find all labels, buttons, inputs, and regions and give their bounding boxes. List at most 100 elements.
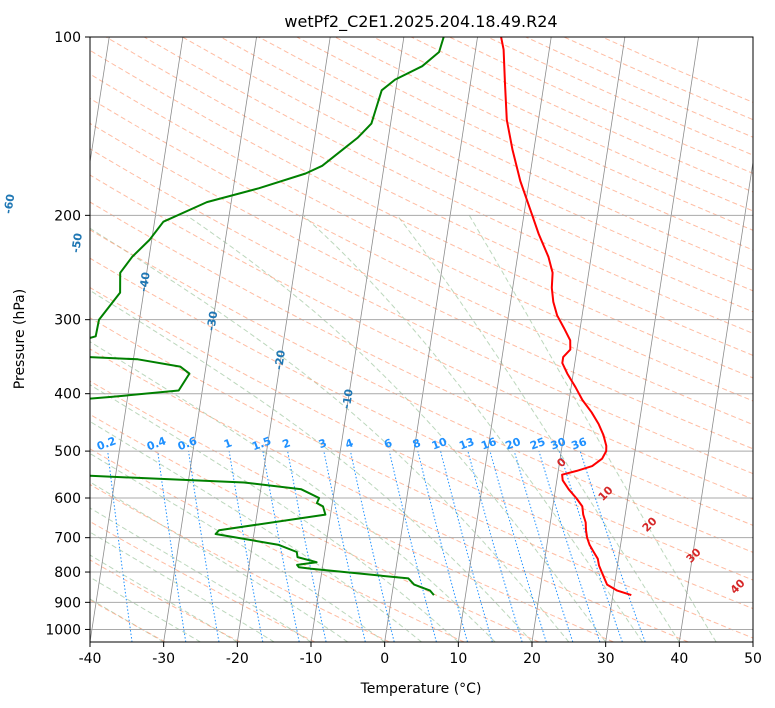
dry-adiabat [90, 317, 753, 639]
isotherm-line [384, 37, 478, 642]
mixing-ratio-label: 6 [382, 436, 394, 451]
isotherm-label: -30 [204, 310, 220, 332]
dry-adiabat [563, 37, 753, 121]
mixing-ratio-line [388, 450, 437, 642]
moist-adiabat [90, 452, 385, 642]
isotherm-labels: -100-90-80-70-60-50-40-30-20-10 [1, 193, 356, 410]
dry-adiabat [487, 37, 753, 156]
y-tick-label: 300 [54, 313, 81, 329]
isotherm-label: -50 [69, 232, 85, 254]
dry-adiabat [90, 559, 241, 642]
x-tick-label: -10 [300, 651, 323, 667]
mixing-ratio-label: 0.2 [95, 434, 118, 453]
x-tick-label: 40 [670, 651, 688, 667]
isotherm-label: -20 [272, 349, 288, 371]
mixing-ratio-line [228, 451, 264, 642]
dry-adiabat [90, 413, 540, 642]
moist-adiabat [90, 576, 201, 642]
theta-e-label: 30 [684, 545, 704, 565]
mixing-ratio-line [538, 450, 601, 642]
mixing-ratio-label: 20 [504, 435, 523, 453]
mixing-ratio-label: 1 [222, 436, 234, 451]
isotherm-line [90, 37, 184, 642]
x-tick-label: 10 [449, 651, 467, 667]
theta-e-label: 0 [554, 455, 569, 470]
isotherm-label: -60 [1, 193, 17, 215]
moist-adiabat [90, 420, 422, 642]
x-tick-label: -40 [79, 651, 102, 667]
mixing-ratio-label: 3 [317, 436, 329, 451]
mixing-ratio-line [417, 450, 468, 642]
mixing-ratio-label: 16 [479, 435, 498, 453]
mixing-ratio-label: 10 [430, 435, 449, 453]
moist-adiabat [90, 341, 496, 642]
mixing-ratio-label: 30 [549, 435, 568, 453]
y-tick-label: 100 [54, 30, 81, 46]
isotherm-label: -10 [340, 388, 356, 410]
mixing-ratio-label: 0.4 [145, 434, 168, 453]
moist-adiabat [90, 481, 349, 642]
dry-adiabat [90, 148, 753, 475]
y-tick-label: 200 [54, 208, 81, 224]
y-tick-label: 600 [54, 491, 81, 507]
y-axis-label: Pressure (hPa) [12, 289, 28, 389]
y-axis-ticks: 1000 900 800 700 600 500 400 300 200 100 [45, 30, 90, 638]
mixing-ratio-label: 8 [411, 436, 423, 451]
dry-adiabat [90, 448, 465, 642]
mixing-ratio-label: 4 [343, 436, 355, 451]
mixing-ratio-line [287, 451, 327, 642]
plot-frame [89, 36, 754, 643]
profile-lines [90, 37, 632, 597]
y-tick-label: 700 [54, 531, 81, 547]
x-tick-label: -20 [226, 651, 249, 667]
x-tick-label: 20 [523, 651, 541, 667]
isotherm-line [752, 639, 753, 642]
dry-adiabat [90, 49, 753, 379]
theta-e-label: 10 [596, 483, 616, 503]
moist-adiabat [90, 531, 275, 642]
moist-adiabat [90, 507, 312, 642]
x-axis-label: Temperature (°C) [360, 681, 482, 697]
mixing-ratio-labels: 0.2 0.4 0.6 1 1.5 2 3 4 6 8 10 13 16 20 25 30 36 [95, 434, 589, 453]
x-tick-label: -30 [152, 651, 175, 667]
mixing-ratio-line [558, 450, 623, 642]
mixing-ratio-label: 1.5 [250, 434, 273, 453]
mixing-ratio-line [579, 450, 646, 642]
y-tick-label: 500 [54, 444, 81, 460]
isotherm-label: -40 [137, 271, 153, 293]
x-axis-ticks: -40 -30 -20 -10 0 10 20 30 40 50 [79, 642, 762, 667]
moist-adiabat [186, 214, 607, 642]
isotherm-line [605, 37, 699, 642]
isotherm-line [90, 37, 110, 165]
mixing-ratio-line [107, 451, 133, 642]
isotherm-line [310, 37, 405, 642]
dewpoint-line [90, 37, 445, 596]
isotherm-line [236, 37, 331, 642]
dry-adiabat [90, 97, 753, 426]
dry-adiabat [90, 380, 614, 642]
y-tick-label: 800 [54, 565, 81, 581]
dry-adiabat [525, 37, 753, 138]
moist-adiabat [90, 598, 164, 642]
dry-adiabat [90, 348, 689, 642]
chart-title: wetPf2_C2E1.2025.204.18.49.R24 [284, 12, 557, 32]
y-tick-label: 900 [54, 595, 81, 611]
moist-adiabat [90, 554, 238, 642]
dry-adiabat [143, 37, 753, 334]
isotherm-line [163, 37, 257, 642]
x-tick-label: 50 [744, 651, 762, 667]
mixing-ratio-label: 13 [457, 435, 476, 452]
mixing-ratio-label: 2 [281, 436, 293, 451]
dry-adiabat [90, 520, 315, 642]
dry-adiabat [90, 201, 753, 526]
mixing-ratio-line [323, 450, 366, 642]
y-tick-label: 400 [54, 387, 81, 403]
mixing-ratio-line [467, 450, 523, 642]
mixing-ratio-label: 0.6 [176, 434, 199, 453]
dry-adiabat [182, 37, 753, 313]
temperature-line [500, 37, 632, 597]
dry-adiabat [220, 37, 753, 292]
mixing-ratio-line [513, 450, 574, 642]
